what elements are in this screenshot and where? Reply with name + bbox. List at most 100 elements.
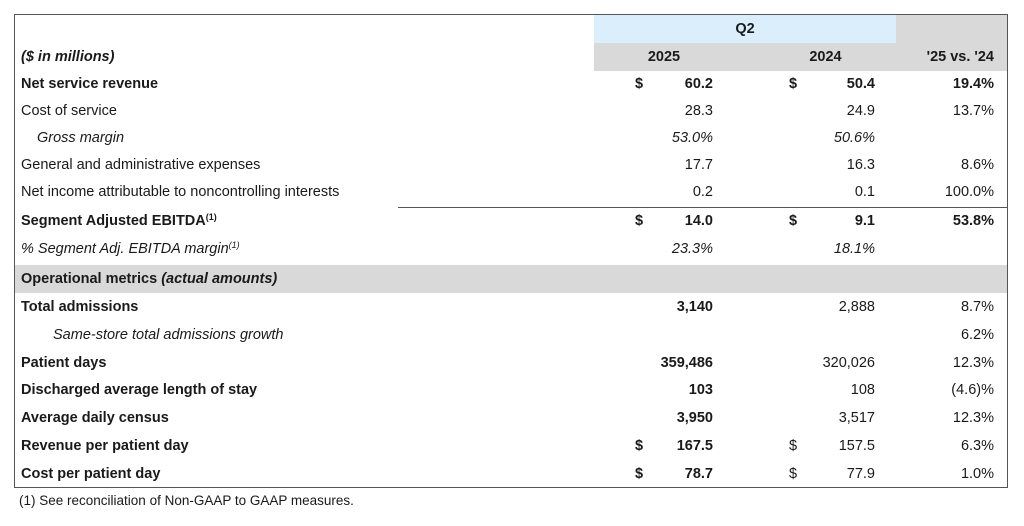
dollar-2025: $ (635, 438, 644, 454)
value-2024: 16.3 (846, 157, 875, 173)
value-2024: 50.6% (833, 130, 875, 146)
value-2025: 103 (688, 382, 713, 399)
dollar-2025 (635, 377, 649, 404)
dollar-2024 (789, 350, 803, 377)
operational-metrics-header: Operational metrics (actual amounts) (15, 265, 1007, 293)
year-2025-header: 2025 (647, 49, 681, 65)
dollar-2025 (635, 125, 649, 152)
value-2024: 2,888 (838, 299, 875, 315)
change-header: '25 vs. '24 (926, 49, 994, 65)
table-row: Cost per patient day $78.7 $77.9 1.0% (15, 461, 1007, 488)
table-row: Net service revenue $60.2 $50.4 19.4% (15, 71, 1007, 98)
dollar-2024: $ (789, 76, 798, 92)
value-2024: 157.5 (838, 438, 875, 454)
value-2024: 0.1 (854, 184, 875, 200)
row-label: Same-store total admissions growth (53, 326, 284, 343)
year-header-band (594, 43, 896, 71)
table-row: Segment Adjusted EBITDA(1) $14.0 $9.1 53.8% (15, 208, 1007, 235)
dollar-2024 (789, 152, 803, 179)
q2-header-band (594, 15, 896, 43)
dollar-2025 (635, 179, 649, 206)
row-label: % Segment Adj. EBITDA margin(1) (21, 240, 240, 258)
row-label: Cost of service (21, 103, 117, 119)
dollar-2025: $ (635, 213, 644, 229)
dollar-2025 (635, 98, 649, 125)
value-2024: 108 (850, 382, 875, 399)
dollar-2024 (789, 236, 803, 263)
table-row: % Segment Adj. EBITDA margin(1) 23.3% 18.1… (15, 236, 1007, 263)
value-2024: 77.9 (846, 465, 875, 482)
change-value (895, 125, 994, 152)
dollar-2024 (789, 179, 803, 206)
dollar-2025 (635, 350, 649, 377)
dollar-2025 (635, 322, 649, 349)
value-2025: 14.0 (684, 213, 713, 229)
financial-table: Q2 ($ in millions) 2025 2024 '25 vs. '24… (14, 14, 1008, 488)
dollar-2024: $ (789, 438, 798, 454)
period-label: Q2 (735, 21, 755, 37)
change-value: 13.7% (952, 103, 994, 119)
row-label: Average daily census (21, 410, 169, 427)
change-value (895, 236, 994, 263)
column-header-row: ($ in millions) 2025 2024 '25 vs. '24 (15, 43, 1007, 71)
dollar-2025: $ (635, 465, 644, 482)
value-2025: 53.0% (671, 130, 713, 146)
change-value: 8.7% (960, 299, 994, 315)
value-2025 (649, 322, 713, 349)
value-2025: 167.5 (676, 438, 713, 454)
value-2025: 60.2 (684, 76, 713, 92)
value-2025: 359,486 (660, 354, 713, 371)
dollar-2025 (635, 294, 649, 321)
dollar-2025 (635, 152, 649, 179)
row-label: Gross margin (37, 130, 125, 146)
value-2024: 50.4 (846, 76, 875, 92)
value-2025: 3,950 (676, 410, 713, 427)
table-row: Same-store total admissions growth 6.2% (15, 322, 1007, 349)
value-2024: 24.9 (846, 103, 875, 119)
row-label: Total admissions (21, 299, 139, 315)
change-value: (4.6)% (951, 382, 994, 399)
units-label: ($ in millions) (21, 49, 115, 65)
row-label: Segment Adjusted EBITDA(1) (21, 212, 217, 230)
dollar-2024 (789, 377, 803, 404)
change-header-band (896, 15, 1007, 71)
value-2025: 0.2 (692, 184, 713, 200)
year-2024-header: 2024 (809, 49, 842, 65)
row-label: Revenue per patient day (21, 438, 189, 454)
table-row: Patient days 359,486 320,026 12.3% (15, 350, 1007, 377)
value-2025: 78.7 (684, 465, 713, 482)
row-label: Patient days (21, 354, 107, 371)
dollar-2024 (789, 405, 803, 432)
change-value: 6.3% (960, 438, 994, 454)
row-label: Discharged average length of stay (21, 382, 258, 399)
change-value: 19.4% (952, 76, 994, 92)
value-2025: 23.3% (671, 241, 713, 257)
change-value: 12.3% (952, 354, 994, 371)
value-2024: 3,517 (838, 410, 875, 427)
change-value: 1.0% (960, 465, 994, 482)
change-value: 100.0% (944, 184, 994, 200)
dollar-2024 (789, 125, 803, 152)
ebitda-divider (398, 207, 1007, 208)
dollar-2025: $ (635, 76, 644, 92)
table-row: Revenue per patient day $167.5 $157.5 6.3% (15, 433, 1007, 460)
dollar-2025 (635, 236, 649, 263)
table-row: Gross margin 53.0% 50.6% (15, 125, 1007, 152)
change-value: 6.2% (960, 326, 994, 343)
value-2025: 28.3 (684, 103, 713, 119)
dollar-2025 (635, 405, 649, 432)
row-label: Cost per patient day (21, 465, 161, 482)
table-row: Total admissions 3,140 2,888 8.7% (15, 294, 1007, 321)
value-2025: 17.7 (684, 157, 713, 173)
value-2024 (803, 322, 875, 349)
row-label: Net service revenue (21, 76, 159, 92)
dollar-2024 (789, 322, 803, 349)
dollar-2024 (789, 98, 803, 125)
period-header-row: Q2 (15, 15, 1007, 42)
dollar-2024 (789, 294, 803, 321)
operational-metrics-title: Operational metrics (actual amounts) (21, 271, 278, 287)
dollar-2024: $ (789, 213, 798, 229)
row-label: Net income attributable to noncontrollin… (21, 184, 340, 200)
table-row: Net income attributable to noncontrollin… (15, 179, 1007, 206)
value-2024: 9.1 (854, 213, 875, 229)
